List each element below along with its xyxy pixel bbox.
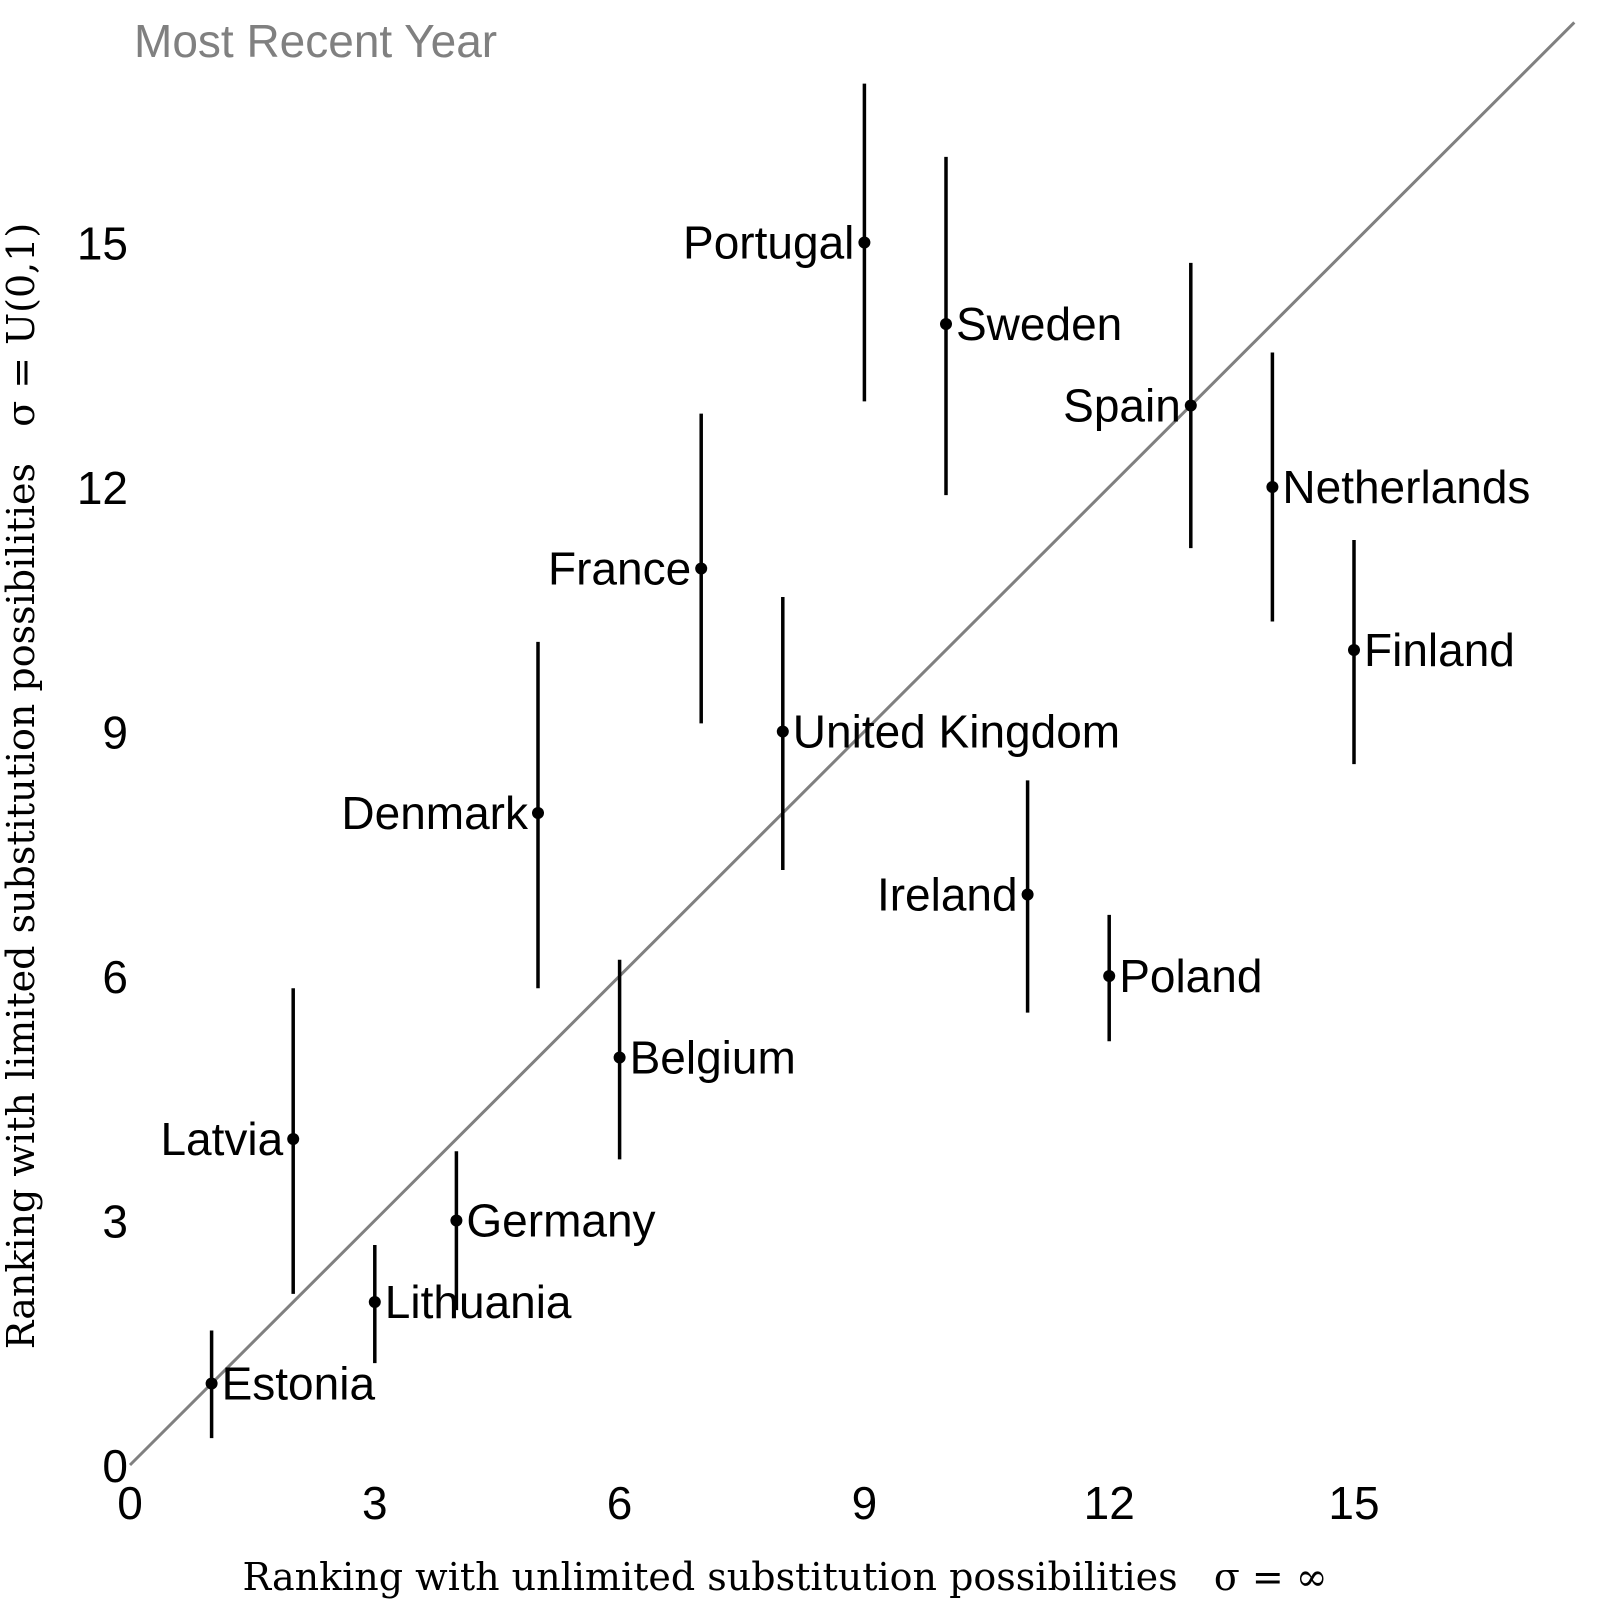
x-axis-ticks: 0 3 6 9 12 15 xyxy=(117,1477,1379,1529)
chart-title: Most Recent Year xyxy=(134,15,497,67)
x-tick-label: 6 xyxy=(607,1477,633,1529)
point-labels: Estonia Latvia Lithuania Germany Denmark Belg… xyxy=(160,217,1530,1410)
y-axis-label: Ranking with limited substitution possib… xyxy=(0,223,43,1350)
y-axis-ticks: 0 3 6 9 12 15 xyxy=(77,218,128,1493)
point-label: Belgium xyxy=(630,1032,796,1084)
data-point xyxy=(532,807,544,819)
point-label: Poland xyxy=(1119,950,1262,1002)
data-point xyxy=(695,562,708,575)
data-point xyxy=(287,1133,300,1145)
data-points xyxy=(205,236,1360,1390)
data-point xyxy=(940,318,952,330)
y-tick-label: 12 xyxy=(77,462,128,514)
x-tick-label: 9 xyxy=(852,1477,878,1529)
point-label: Lithuania xyxy=(385,1276,572,1328)
y-tick-label: 9 xyxy=(102,707,128,759)
point-label: Germany xyxy=(466,1195,655,1247)
error-bars xyxy=(209,83,1356,1439)
data-point xyxy=(205,1377,218,1390)
y-tick-label: 6 xyxy=(102,951,128,1003)
x-tick-label: 3 xyxy=(362,1477,388,1529)
point-label: Netherlands xyxy=(1282,461,1530,513)
y-tick-label: 3 xyxy=(102,1196,128,1248)
point-label: Portugal xyxy=(683,217,854,269)
data-point xyxy=(1348,644,1360,656)
y-tick-label: 15 xyxy=(77,218,128,270)
data-point xyxy=(1021,888,1034,901)
y-tick-label: 0 xyxy=(102,1440,128,1492)
point-label: Spain xyxy=(1063,380,1181,432)
point-label: Denmark xyxy=(341,787,529,839)
data-point xyxy=(1103,970,1116,982)
point-label: France xyxy=(548,543,691,595)
x-axis-label: Ranking with unlimited substitution poss… xyxy=(243,1555,1328,1599)
point-label: Estonia xyxy=(222,1358,376,1410)
point-label: United Kingdom xyxy=(793,706,1120,758)
x-tick-label: 12 xyxy=(1084,1477,1135,1529)
point-label: Finland xyxy=(1364,624,1515,676)
data-point xyxy=(776,725,789,738)
point-label: Ireland xyxy=(877,869,1018,921)
reference-line xyxy=(128,21,1576,1467)
data-point xyxy=(1266,481,1279,493)
data-point xyxy=(1184,399,1197,412)
x-tick-label: 15 xyxy=(1328,1477,1379,1529)
data-point xyxy=(368,1296,381,1308)
x-tick-label: 0 xyxy=(117,1477,143,1529)
point-label: Sweden xyxy=(956,298,1122,350)
data-point xyxy=(858,236,871,249)
data-point xyxy=(450,1214,463,1227)
data-point xyxy=(613,1051,626,1064)
point-label: Latvia xyxy=(160,1113,283,1165)
